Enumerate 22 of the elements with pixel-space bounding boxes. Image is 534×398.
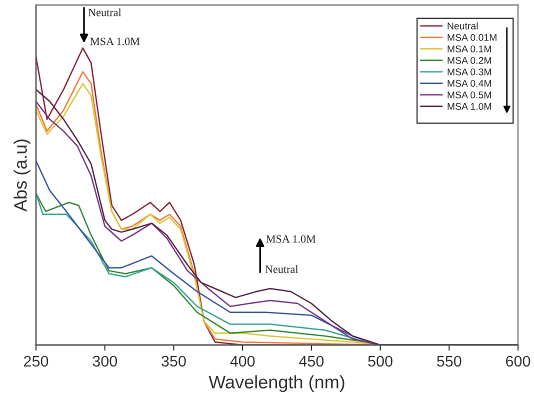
x-tick-label: 300 [92,356,118,367]
legend-label: MSA 0.2M [448,56,491,64]
annotation: Neutral [265,265,298,273]
x-tick-label: 500 [368,356,392,367]
text: MSA 1.0M [90,38,140,46]
x-tick-label: 600 [506,356,530,367]
y-axis-title: Abs (a.u) [14,139,30,212]
x-tick-label: 250 [24,356,48,367]
annotation: MSA 1.0M [266,235,316,243]
x-tick-label: 350 [162,356,186,367]
legend-label: Neutral [448,22,478,30]
legend-label: MSA 0.1M [448,45,491,52]
x-tick-label: 450 [299,356,324,367]
legend-label: MSA 0.4M [448,80,491,87]
x-axis-title: Wavelength (nm) [208,375,344,392]
text: Neutral [88,8,122,16]
legend-label: MSA 0.01M [448,34,496,41]
x-tick-label: 550 [437,356,462,367]
legend-label: MSA 0.3M [448,68,491,76]
legend-label: MSA 1.0M [448,102,491,110]
x-tick-label: 400 [230,356,255,367]
legend-label: MSA 0.5M [448,91,491,98]
